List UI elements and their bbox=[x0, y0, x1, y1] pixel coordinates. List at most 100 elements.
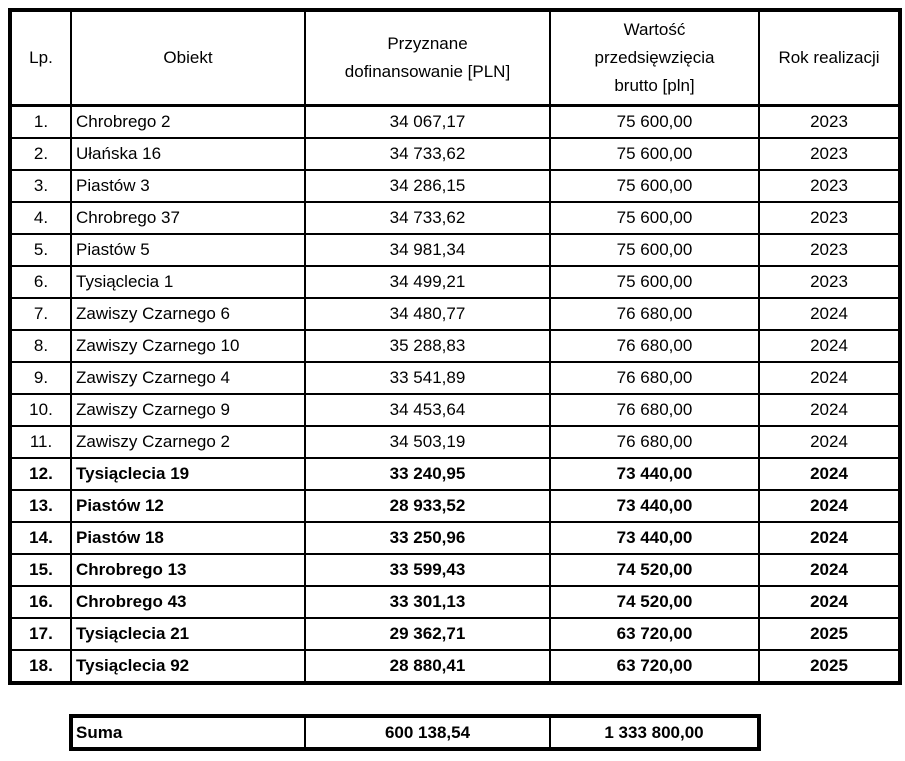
cell-lp: 9. bbox=[9, 361, 72, 395]
table-row: 1. Chrobrego 2 34 067,17 75 600,00 2023 bbox=[9, 104, 901, 139]
cell-dofinansowanie: 34 499,21 bbox=[304, 265, 551, 299]
col-header-wartosc: Wartość przedsięwzięcia brutto [pln] bbox=[549, 9, 760, 107]
col-header-lp: Lp. bbox=[9, 9, 72, 107]
cell-dofinansowanie: 34 503,19 bbox=[304, 425, 551, 459]
cell-lp: 16. bbox=[9, 585, 72, 619]
cell-wartosc: 75 600,00 bbox=[549, 233, 760, 267]
cell-dofinansowanie: 33 240,95 bbox=[304, 457, 551, 491]
summary-dofinansowanie-total: 600 138,54 bbox=[304, 715, 551, 750]
cell-wartosc: 75 600,00 bbox=[549, 104, 760, 139]
cell-wartosc: 63 720,00 bbox=[549, 617, 760, 651]
cell-dofinansowanie: 34 733,62 bbox=[304, 201, 551, 235]
cell-lp: 10. bbox=[9, 393, 72, 427]
cell-dofinansowanie: 28 880,41 bbox=[304, 649, 551, 684]
cell-obiekt: Zawiszy Czarnego 4 bbox=[70, 361, 306, 395]
cell-lp: 17. bbox=[9, 617, 72, 651]
cell-lp: 4. bbox=[9, 201, 72, 235]
table-row: 8. Zawiszy Czarnego 10 35 288,83 76 680,… bbox=[9, 329, 901, 363]
cell-lp: 2. bbox=[9, 137, 72, 171]
table-row: 11. Zawiszy Czarnego 2 34 503,19 76 680,… bbox=[9, 425, 901, 459]
col-header-dofinansowanie: Przyznane dofinansowanie [PLN] bbox=[304, 9, 551, 107]
cell-rok: 2023 bbox=[758, 137, 901, 171]
table-row: 2. Ułańska 16 34 733,62 75 600,00 2023 bbox=[9, 137, 901, 171]
cell-rok: 2025 bbox=[758, 649, 901, 684]
cell-lp: 14. bbox=[9, 521, 72, 555]
summary-wartosc-total: 1 333 800,00 bbox=[549, 715, 760, 750]
table-row: 18. Tysiąclecia 92 28 880,41 63 720,00 2… bbox=[9, 649, 901, 684]
funding-table: Lp. Obiekt Przyznane dofinansowanie [PLN… bbox=[8, 8, 902, 685]
cell-lp: 15. bbox=[9, 553, 72, 587]
cell-lp: 3. bbox=[9, 169, 72, 203]
table-row: 7. Zawiszy Czarnego 6 34 480,77 76 680,0… bbox=[9, 297, 901, 331]
cell-lp: 8. bbox=[9, 329, 72, 363]
summary-label: Suma bbox=[70, 715, 306, 750]
cell-obiekt: Tysiąclecia 19 bbox=[70, 457, 306, 491]
cell-lp: 6. bbox=[9, 265, 72, 299]
cell-rok: 2024 bbox=[758, 425, 901, 459]
table-row: 3. Piastów 3 34 286,15 75 600,00 2023 bbox=[9, 169, 901, 203]
summary-row: Suma 600 138,54 1 333 800,00 bbox=[70, 715, 760, 750]
cell-obiekt: Zawiszy Czarnego 10 bbox=[70, 329, 306, 363]
cell-dofinansowanie: 34 733,62 bbox=[304, 137, 551, 171]
table-row: 5. Piastów 5 34 981,34 75 600,00 2023 bbox=[9, 233, 901, 267]
cell-rok: 2025 bbox=[758, 617, 901, 651]
cell-lp: 18. bbox=[9, 649, 72, 684]
cell-obiekt: Zawiszy Czarnego 9 bbox=[70, 393, 306, 427]
cell-lp: 1. bbox=[9, 104, 72, 139]
table-row: 9. Zawiszy Czarnego 4 33 541,89 76 680,0… bbox=[9, 361, 901, 395]
cell-rok: 2024 bbox=[758, 393, 901, 427]
cell-obiekt: Piastów 5 bbox=[70, 233, 306, 267]
table-row: 4. Chrobrego 37 34 733,62 75 600,00 2023 bbox=[9, 201, 901, 235]
cell-lp: 12. bbox=[9, 457, 72, 491]
cell-wartosc: 74 520,00 bbox=[549, 585, 760, 619]
cell-rok: 2024 bbox=[758, 489, 901, 523]
cell-dofinansowanie: 35 288,83 bbox=[304, 329, 551, 363]
cell-obiekt: Tysiąclecia 92 bbox=[70, 649, 306, 684]
cell-obiekt: Piastów 18 bbox=[70, 521, 306, 555]
cell-rok: 2024 bbox=[758, 553, 901, 587]
cell-dofinansowanie: 34 453,64 bbox=[304, 393, 551, 427]
cell-rok: 2023 bbox=[758, 265, 901, 299]
cell-obiekt: Chrobrego 2 bbox=[70, 104, 306, 139]
cell-obiekt: Ułańska 16 bbox=[70, 137, 306, 171]
cell-dofinansowanie: 34 067,17 bbox=[304, 104, 551, 139]
cell-rok: 2024 bbox=[758, 361, 901, 395]
cell-dofinansowanie: 33 301,13 bbox=[304, 585, 551, 619]
cell-obiekt: Chrobrego 13 bbox=[70, 553, 306, 587]
cell-lp: 7. bbox=[9, 297, 72, 331]
cell-rok: 2023 bbox=[758, 201, 901, 235]
table-row: 10. Zawiszy Czarnego 9 34 453,64 76 680,… bbox=[9, 393, 901, 427]
table-row: 14. Piastów 18 33 250,96 73 440,00 2024 bbox=[9, 521, 901, 555]
cell-wartosc: 76 680,00 bbox=[549, 393, 760, 427]
table-row: 17. Tysiąclecia 21 29 362,71 63 720,00 2… bbox=[9, 617, 901, 651]
cell-obiekt: Chrobrego 37 bbox=[70, 201, 306, 235]
table-row: 12. Tysiąclecia 19 33 240,95 73 440,00 2… bbox=[9, 457, 901, 491]
cell-obiekt: Tysiąclecia 21 bbox=[70, 617, 306, 651]
cell-rok: 2024 bbox=[758, 297, 901, 331]
cell-dofinansowanie: 28 933,52 bbox=[304, 489, 551, 523]
col-header-rok: Rok realizacji bbox=[758, 9, 901, 107]
cell-rok: 2024 bbox=[758, 329, 901, 363]
cell-lp: 5. bbox=[9, 233, 72, 267]
cell-wartosc: 76 680,00 bbox=[549, 329, 760, 363]
cell-dofinansowanie: 33 599,43 bbox=[304, 553, 551, 587]
funding-table-header: Lp. Obiekt Przyznane dofinansowanie [PLN… bbox=[9, 9, 901, 107]
cell-rok: 2023 bbox=[758, 233, 901, 267]
cell-wartosc: 73 440,00 bbox=[549, 489, 760, 523]
cell-rok: 2024 bbox=[758, 585, 901, 619]
cell-wartosc: 76 680,00 bbox=[549, 297, 760, 331]
cell-dofinansowanie: 29 362,71 bbox=[304, 617, 551, 651]
cell-lp: 11. bbox=[9, 425, 72, 459]
table-row: 6. Tysiąclecia 1 34 499,21 75 600,00 202… bbox=[9, 265, 901, 299]
cell-dofinansowanie: 33 250,96 bbox=[304, 521, 551, 555]
summary-table: Suma 600 138,54 1 333 800,00 bbox=[69, 714, 761, 751]
cell-wartosc: 73 440,00 bbox=[549, 521, 760, 555]
cell-rok: 2024 bbox=[758, 457, 901, 491]
table-row: 15. Chrobrego 13 33 599,43 74 520,00 202… bbox=[9, 553, 901, 587]
cell-wartosc: 76 680,00 bbox=[549, 425, 760, 459]
cell-obiekt: Zawiszy Czarnego 6 bbox=[70, 297, 306, 331]
col-header-obiekt: Obiekt bbox=[70, 9, 306, 107]
table-row: 16. Chrobrego 43 33 301,13 74 520,00 202… bbox=[9, 585, 901, 619]
cell-obiekt: Chrobrego 43 bbox=[70, 585, 306, 619]
cell-lp: 13. bbox=[9, 489, 72, 523]
